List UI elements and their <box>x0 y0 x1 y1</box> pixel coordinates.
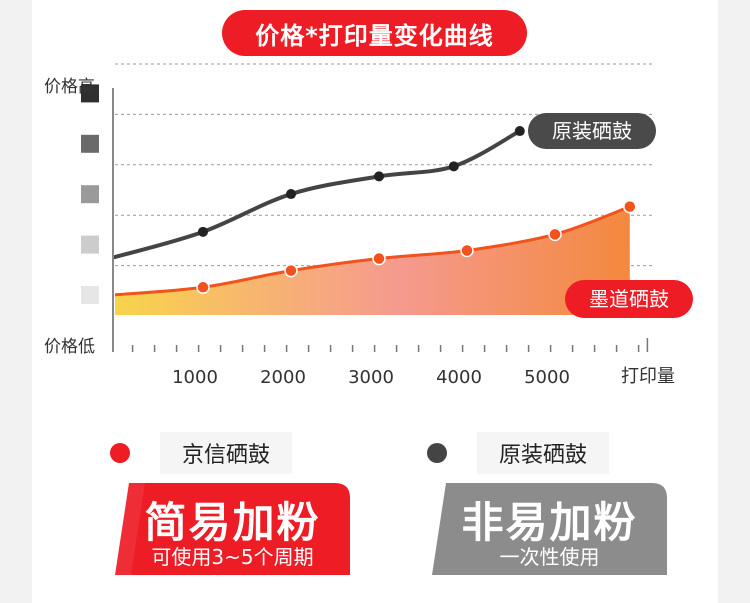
annotation-original-pill <box>528 113 656 149</box>
point-original <box>198 226 208 237</box>
y-level-square-4 <box>81 134 99 153</box>
annotation-original: 原装硒鼓 <box>552 119 632 143</box>
y-label-top: 价格高 <box>44 77 95 97</box>
point-modao <box>623 199 637 214</box>
x-axis-label: 打印量 <box>621 366 675 387</box>
y-label-bottom: 价格低 <box>44 337 95 357</box>
legend-item-original: 原装硒鼓 <box>427 432 610 474</box>
point-original <box>448 161 459 172</box>
x-tick-label: 3000 <box>348 367 394 388</box>
chart-title: 价格*打印量变化曲线 <box>222 10 527 56</box>
annotation-modao: 墨道硒鼓 <box>589 287 669 311</box>
badge-easy-refill-shape <box>115 483 350 575</box>
point-modao <box>196 280 210 295</box>
y-level-square-2 <box>81 235 99 254</box>
badge-non-refill-shape <box>432 483 667 575</box>
badge-non-refill: 非易加粉 一次性使用 <box>432 483 667 575</box>
legend-dot-red <box>110 443 130 463</box>
annotation-modao-pill <box>565 280 693 318</box>
legend-label-jingxin: 京信硒鼓 <box>160 432 293 474</box>
x-tick-label: 1000 <box>172 367 218 388</box>
point-modao <box>372 251 386 266</box>
point-original <box>286 189 296 200</box>
point-modao <box>548 227 562 242</box>
x-tick-label: 4000 <box>436 367 482 388</box>
point-modao <box>460 243 474 258</box>
legend-item-jingxin: 京信硒鼓 <box>110 432 293 474</box>
badge-non-refill-subtitle: 一次性使用 <box>499 545 600 569</box>
point-original <box>374 171 384 182</box>
badge-easy-refill-title: 简易加粉 <box>144 498 321 547</box>
badge-non-refill-title: 非易加粉 <box>461 498 638 547</box>
badge-easy-refill: 简易加粉 可使用3~5个周期 <box>115 483 350 575</box>
badge-easy-refill-subtitle: 可使用3~5个周期 <box>151 545 314 569</box>
point-original <box>514 126 525 137</box>
y-level-square-3 <box>81 185 99 204</box>
series-line-original <box>113 129 522 260</box>
x-tick-label: 2000 <box>260 367 306 388</box>
point-modao <box>284 263 298 278</box>
x-tick-label: 5000 <box>524 367 570 388</box>
y-level-square-1 <box>81 286 99 304</box>
legend-dot-gray <box>427 443 447 463</box>
legend-label-original: 原装硒鼓 <box>477 432 610 474</box>
y-level-square-5 <box>81 84 99 103</box>
